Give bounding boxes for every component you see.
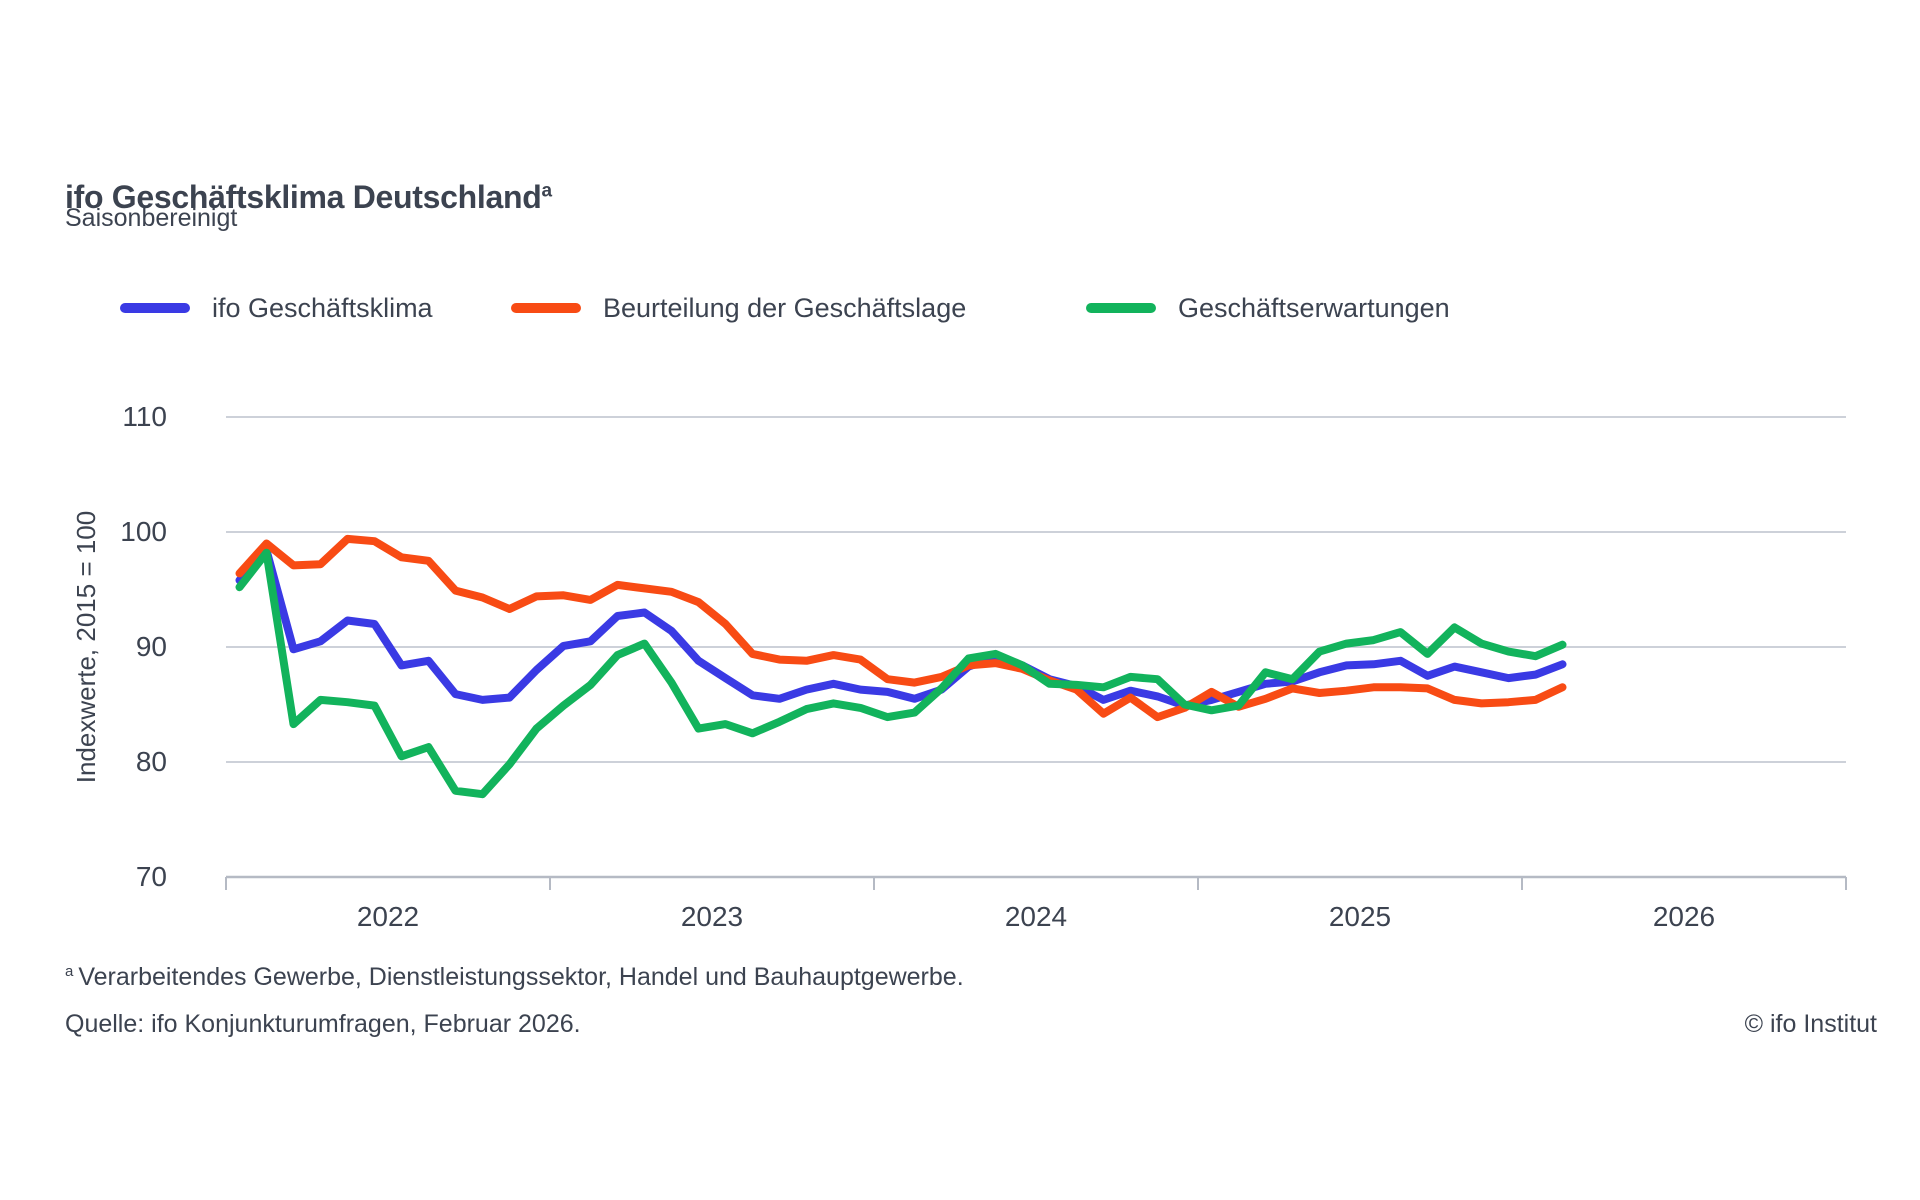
legend-label: ifo Geschäftsklima xyxy=(212,293,433,323)
source-note: Quelle: ifo Konjunkturumfragen, Februar … xyxy=(65,1010,581,1038)
legend-swatch-beurteilung-der-geschaeftslage xyxy=(511,303,581,313)
footnote-text: Verarbeitendes Gewerbe, Dienstleistungss… xyxy=(78,963,964,991)
chart-footnote: a Verarbeitendes Gewerbe, Dienstleistungs… xyxy=(65,963,964,992)
page-subtitle: Saisonbereinigt xyxy=(65,204,238,232)
title-footnote-marker: a xyxy=(541,180,552,202)
series-line-ifo-geschaeftsklima xyxy=(235,546,1567,710)
legend-swatch-geschaeftserwartungen xyxy=(1086,303,1156,313)
y-tick-label-110: 110 xyxy=(122,401,167,432)
y-tick-label-100: 100 xyxy=(120,516,167,547)
y-tick-label-90: 90 xyxy=(135,631,167,662)
legend-label: Beurteilung der Geschäftslage xyxy=(603,293,967,323)
legend-item-geschaeftserwartungen: Geschäftserwartungen xyxy=(1086,294,1450,322)
legend-swatch-ifo-geschaeftsklima xyxy=(120,303,190,313)
y-tick-label-70: 70 xyxy=(135,861,167,892)
x-year-label-2025: 2025 xyxy=(1328,901,1392,932)
page-title-text: ifo Geschäftsklima Deutschland xyxy=(65,179,542,216)
legend-item-beurteilung-der-geschaeftslage: Beurteilung der Geschäftslage xyxy=(511,294,966,322)
series-line-geschaeftserwartungen xyxy=(235,548,1567,799)
y-tick-label-80: 80 xyxy=(135,746,167,777)
x-year-label-2026: 2026 xyxy=(1652,901,1716,932)
footnote-marker: a xyxy=(65,962,74,980)
legend-item-ifo-geschaeftsklima: ifo Geschäftsklima xyxy=(120,294,433,322)
x-year-label-2022: 2022 xyxy=(356,901,420,932)
copyright-note: © ifo Institut xyxy=(1744,1010,1877,1038)
x-year-label-2023: 2023 xyxy=(680,901,744,932)
series-line-beurteilung-der-geschaeftslage xyxy=(235,534,1567,722)
x-year-label-2024: 2024 xyxy=(1004,901,1068,932)
legend-label: Geschäftserwartungen xyxy=(1178,293,1450,323)
page-title: ifo Geschäftsklima Deutschlanda xyxy=(65,179,552,216)
